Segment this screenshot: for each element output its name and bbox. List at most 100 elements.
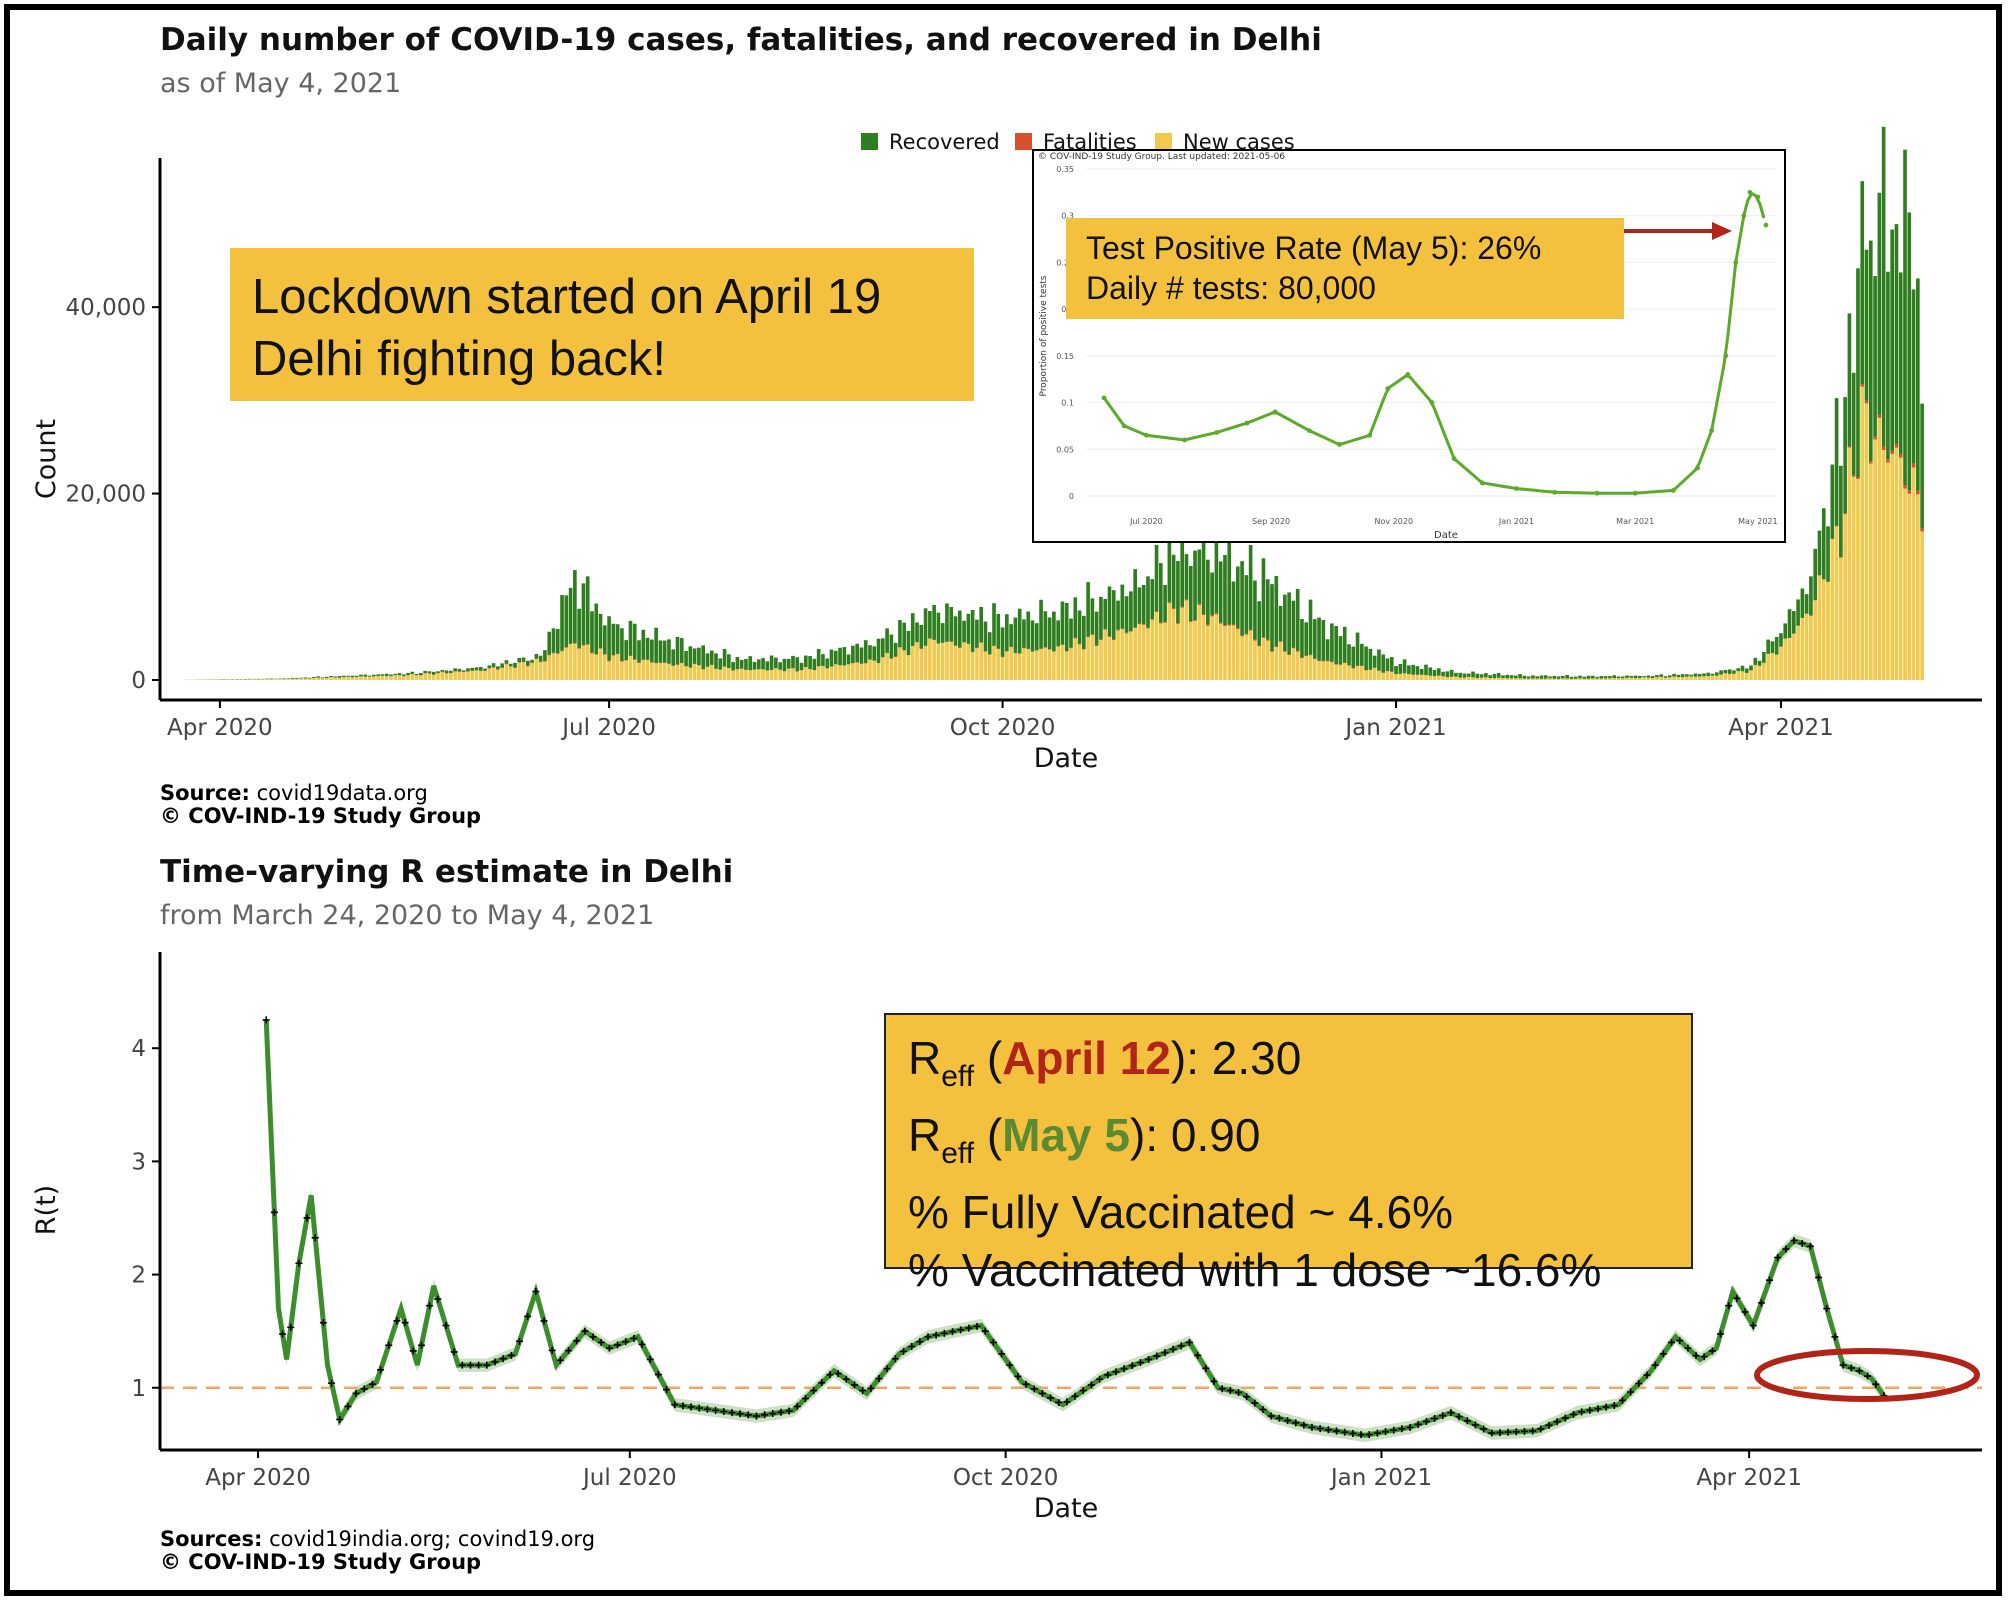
- bar-recovered: [1278, 605, 1283, 642]
- r-point-marker: [491, 1358, 499, 1366]
- bar-new-cases: [983, 651, 988, 680]
- highlight-ellipse: [1754, 1348, 1980, 1402]
- bar-new-cases: [478, 670, 483, 680]
- bar-new-cases: [1116, 630, 1120, 680]
- bar-recovered: [1851, 372, 1856, 476]
- bar-recovered: [1047, 617, 1052, 650]
- bar-recovered: [833, 650, 838, 665]
- bar-new-cases: [517, 662, 522, 680]
- bar-recovered: [1377, 649, 1381, 671]
- bar-recovered: [1265, 579, 1270, 640]
- top-chart-title: Daily number of COVID-19 cases, fataliti…: [160, 22, 1322, 58]
- bar-new-cases: [880, 657, 885, 680]
- bar-fatalities: [1890, 450, 1895, 454]
- r-point-marker: [1185, 1338, 1193, 1346]
- r-point-marker: [646, 1355, 654, 1363]
- inset-point: [1272, 409, 1278, 415]
- r-point-marker: [908, 1343, 916, 1351]
- r-point-marker: [360, 1385, 368, 1393]
- bar-new-cases: [1616, 678, 1621, 680]
- inset-y-tick-label: 0: [1069, 492, 1074, 501]
- bar-new-cases: [393, 675, 398, 680]
- bar-fatalities: [1873, 436, 1877, 440]
- bar-recovered: [645, 637, 650, 660]
- bar-new-cases: [282, 678, 286, 680]
- bar-recovered: [1561, 676, 1565, 679]
- bar-recovered: [684, 651, 688, 667]
- inset-point: [1552, 489, 1558, 495]
- bar-new-cases: [1158, 623, 1163, 680]
- bar-fatalities: [1265, 639, 1270, 641]
- r-point-marker: [287, 1323, 295, 1331]
- bar-recovered: [1744, 668, 1749, 673]
- bar-new-cases: [1419, 674, 1424, 680]
- bar-new-cases: [431, 674, 436, 680]
- bar-fatalities: [1180, 606, 1185, 608]
- bar-recovered: [500, 663, 504, 668]
- lockdown-callout-line1: Lockdown started on April 19: [252, 270, 882, 324]
- r-point-marker: [1382, 1428, 1390, 1436]
- bar-recovered: [1107, 586, 1112, 637]
- bar-fatalities: [573, 643, 577, 644]
- bar-recovered: [1676, 674, 1681, 677]
- bottom-copyright: © COV-IND-19 Study Group: [160, 1550, 482, 1574]
- bar-new-cases: [1398, 673, 1403, 680]
- bar-new-cases: [496, 669, 500, 680]
- bar-new-cases: [1513, 678, 1518, 680]
- r-point-marker: [368, 1380, 376, 1388]
- bar-fatalities: [551, 652, 556, 654]
- bar-new-cases: [1693, 676, 1698, 680]
- bar-new-cases: [1603, 678, 1608, 680]
- bar-new-cases: [1736, 671, 1741, 680]
- x-tick-label: Apr 2021: [1728, 715, 1834, 741]
- bar-recovered: [1582, 676, 1587, 679]
- bar-new-cases: [1779, 646, 1783, 680]
- bar-new-cases: [838, 665, 842, 680]
- bar-fatalities: [1839, 557, 1843, 558]
- bar-new-cases: [573, 643, 577, 680]
- r-point-marker: [687, 1403, 695, 1411]
- bar-recovered: [1864, 249, 1869, 401]
- bar-new-cases: [1240, 636, 1244, 680]
- r-point-marker: [524, 1312, 532, 1320]
- r-point-marker: [1676, 1337, 1684, 1345]
- r-point-marker: [1659, 1350, 1667, 1358]
- bar-recovered: [868, 645, 872, 660]
- bar-fatalities: [1881, 446, 1886, 451]
- bar-new-cases: [1535, 678, 1540, 680]
- bar-recovered: [346, 675, 351, 677]
- bar-fatalities: [1278, 641, 1283, 642]
- r-point-marker: [1357, 1431, 1365, 1439]
- y-axis-title: Count: [31, 419, 62, 499]
- bar-fatalities: [560, 650, 564, 652]
- bar-new-cases: [239, 679, 244, 680]
- r-point-marker: [1324, 1426, 1332, 1434]
- bar-recovered: [316, 676, 321, 678]
- bar-recovered: [1774, 636, 1779, 655]
- bar-fatalities: [517, 662, 522, 663]
- bar-new-cases: [1317, 661, 1321, 680]
- bar-recovered: [825, 658, 830, 669]
- bar-recovered: [1894, 224, 1899, 444]
- bar-recovered: [1843, 397, 1847, 514]
- bar-recovered: [1030, 620, 1035, 652]
- r-point-marker: [867, 1384, 875, 1392]
- x-tick-label: Jan 2021: [1343, 715, 1446, 741]
- bar-recovered: [910, 613, 915, 646]
- bar-new-cases: [1659, 676, 1664, 680]
- bar-new-cases: [876, 663, 881, 680]
- r-point-marker: [1463, 1417, 1471, 1425]
- bar-new-cases: [513, 667, 517, 680]
- bar-new-cases: [1732, 673, 1736, 680]
- bar-recovered: [560, 595, 564, 651]
- r-point-marker: [810, 1387, 818, 1395]
- bar-recovered: [1368, 648, 1373, 670]
- bar-new-cases: [252, 679, 256, 680]
- bar-new-cases: [1312, 659, 1317, 680]
- r-point-marker: [630, 1334, 638, 1342]
- bar-recovered: [295, 677, 299, 679]
- bar-recovered: [1620, 676, 1625, 679]
- bar-recovered: [1783, 623, 1788, 639]
- bottom-chart-source: Sources: covid19india.org; covind19.org …: [160, 1528, 595, 1574]
- bar-new-cases: [679, 663, 684, 680]
